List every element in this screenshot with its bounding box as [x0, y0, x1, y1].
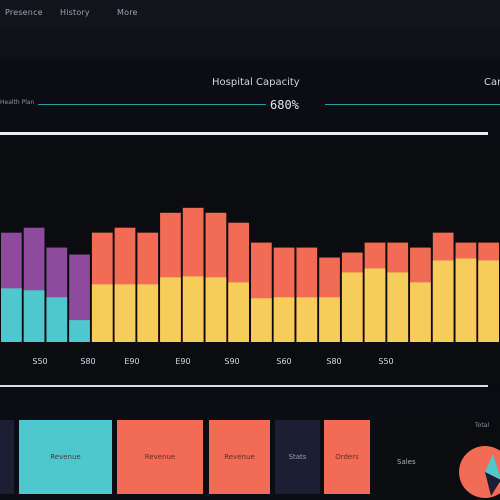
bar-yellow-series-20 — [432, 260, 454, 342]
x-axis-line — [0, 385, 488, 387]
section-divider — [0, 132, 488, 135]
pie-tag: Total — [475, 422, 490, 429]
bar-yellow-series-12 — [251, 298, 272, 342]
bar-teal-series-3 — [46, 297, 68, 342]
header-small-label: Health Plan — [0, 99, 35, 106]
bar-yellow-series-17 — [364, 268, 386, 342]
tile-orders[interactable]: Orders — [324, 420, 370, 494]
bar-yellow-series-9 — [182, 276, 204, 342]
bar-yellow-series-22 — [478, 260, 499, 342]
nav-item-more[interactable]: More — [117, 8, 138, 17]
page-title: Hospital Capacity — [212, 77, 300, 88]
bar-yellow-series-6 — [114, 284, 136, 342]
bar-yellow-series-18 — [387, 272, 409, 342]
chart-panel: S50 S80 E90 E90 S90 S60 S80 S50 — [0, 140, 500, 390]
bar-yellow-series-21 — [455, 258, 477, 342]
tile-label: Revenue — [224, 453, 255, 461]
pie-slice-teal — [485, 454, 500, 480]
bar-yellow-series-13 — [273, 297, 295, 342]
tile-revenue-coral[interactable]: Revenue — [117, 420, 203, 494]
nav-item-presence[interactable]: Presence — [5, 8, 43, 17]
x-tick-label: S90 — [224, 357, 239, 366]
bar-yellow-series-8 — [160, 277, 181, 342]
bar-teal-series-2 — [23, 290, 45, 342]
x-tick-label: S60 — [276, 357, 291, 366]
header-band — [0, 30, 500, 57]
pie-chart — [459, 446, 500, 498]
x-tick-label: S50 — [378, 357, 393, 366]
bar-yellow-series-15 — [319, 297, 340, 342]
tile-label: Revenue — [144, 453, 176, 461]
bar-yellow-series-5 — [91, 284, 113, 342]
nav-item-history[interactable]: History — [60, 8, 90, 17]
tile-revenue-coral-2[interactable]: Revenue — [209, 420, 270, 494]
bar-yellow-series-7 — [137, 284, 159, 342]
pie-slice-navy — [485, 472, 500, 496]
bar-yellow-series-14 — [296, 297, 318, 342]
tile-label: Orders — [335, 453, 359, 461]
tile-label: Stats — [288, 453, 307, 461]
bar-yellow-series-11 — [228, 282, 249, 342]
stacked-bar-chart: S50 S80 E90 E90 S90 S60 S80 S50 — [1, 207, 499, 366]
pie-panel: Sales Total — [375, 420, 500, 500]
x-tick-label: E90 — [175, 357, 190, 366]
bar-teal-series-1 — [1, 288, 22, 342]
tile-stats[interactable]: Stats — [275, 420, 320, 494]
header-right-label: Care — [484, 77, 500, 88]
divider-left — [38, 104, 266, 105]
bar-teal-series-4 — [69, 320, 90, 342]
pie-label: Sales — [397, 458, 416, 466]
tile-navy-edge[interactable] — [0, 420, 14, 494]
x-tick-label: S80 — [326, 357, 341, 366]
bar-yellow-series-19 — [410, 282, 431, 342]
x-tick-label: S50 — [32, 357, 47, 366]
metric-value: 680% — [270, 98, 299, 112]
tile-label: Revenue — [50, 453, 81, 461]
tile-revenue-teal[interactable]: Revenue — [19, 420, 112, 494]
top-navigation-bar: Presence History More — [0, 0, 500, 31]
divider-right — [325, 104, 500, 105]
bar-yellow-series-16 — [341, 272, 363, 342]
x-tick-label: E90 — [124, 357, 139, 366]
bar-yellow-series-10 — [205, 277, 227, 342]
x-tick-label: S80 — [80, 357, 95, 366]
